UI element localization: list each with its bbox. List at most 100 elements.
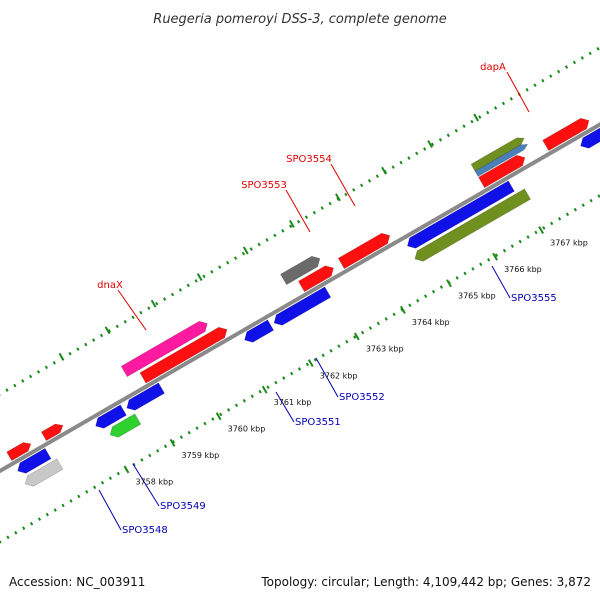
minor-tick-top xyxy=(265,238,269,242)
minor-tick-bottom xyxy=(37,517,42,521)
tick-labels: 3758 kbp 3759 kbp 3760 kbp 3761 kbp 3762 kbp… xyxy=(135,238,587,486)
gene-label[interactable]: dnaX xyxy=(97,280,123,291)
minor-tick-top xyxy=(296,219,301,224)
minor-tick-top xyxy=(123,320,127,324)
minor-tick-bottom xyxy=(53,508,57,512)
minor-tick-top xyxy=(36,370,41,374)
minor-tick-top xyxy=(501,101,506,106)
gene-arrow-reverse[interactable] xyxy=(93,404,127,431)
gene-arrow-forward[interactable] xyxy=(298,263,336,293)
minor-tick-bottom xyxy=(542,226,546,230)
major-tick-top xyxy=(288,219,295,228)
gene-arrow-spo3549[interactable] xyxy=(124,382,165,413)
gene-arrow-spo3552[interactable] xyxy=(271,286,332,328)
gene-arrow-forward[interactable] xyxy=(542,115,592,152)
major-tick-top xyxy=(150,299,157,308)
gene-label[interactable]: dapA xyxy=(480,62,506,73)
map-title: Ruegeria pomeroyi DSS-3, complete genome xyxy=(153,12,446,27)
gene-arrow-forward[interactable] xyxy=(6,440,34,462)
minor-tick-top xyxy=(186,283,190,288)
gene-arrow-reverse[interactable] xyxy=(22,458,64,489)
gene-label[interactable]: SPO3555 xyxy=(511,293,557,304)
accession-text: Accession: NC_003911 xyxy=(9,575,145,589)
minor-tick-bottom xyxy=(573,207,577,212)
gene-arrow-spo3553[interactable] xyxy=(280,253,323,286)
minor-tick-top xyxy=(289,224,293,229)
minor-tick-top xyxy=(423,147,427,151)
minor-tick-top xyxy=(107,329,112,333)
minor-tick-top xyxy=(572,60,577,65)
minor-tick-top xyxy=(588,51,592,56)
gene-label[interactable]: SPO3551 xyxy=(295,417,341,428)
minor-tick-bottom xyxy=(526,235,530,239)
minor-tick-top xyxy=(352,188,356,192)
major-tick-bottom xyxy=(123,465,130,474)
minor-tick-top xyxy=(92,338,96,342)
minor-tick-bottom xyxy=(313,358,317,362)
minor-tick-bottom xyxy=(61,503,65,508)
gene-arrow-forward[interactable] xyxy=(474,142,529,177)
gene-arrow-forward[interactable] xyxy=(139,324,230,384)
gene-arrow-forward[interactable] xyxy=(40,421,65,442)
gene-arrow-dnax[interactable] xyxy=(120,318,210,378)
minor-tick-bottom xyxy=(140,458,144,462)
minor-tick-top xyxy=(84,342,88,347)
minor-tick-top xyxy=(273,233,277,238)
minor-tick-bottom xyxy=(329,348,333,353)
minor-tick-bottom xyxy=(494,253,499,258)
minor-tick-top xyxy=(218,265,222,270)
gene-arrow-reverse[interactable] xyxy=(15,447,52,476)
minor-tick-top xyxy=(170,292,175,297)
gene-label[interactable]: SPO3548 xyxy=(122,525,168,536)
minor-tick-top xyxy=(115,324,119,329)
minor-tick-bottom xyxy=(353,335,357,339)
label-leader-lines xyxy=(98,71,530,531)
leader-line xyxy=(491,265,511,299)
minor-tick-top xyxy=(493,106,498,110)
minor-tick-bottom xyxy=(368,326,373,330)
minor-tick-top xyxy=(525,87,529,92)
minor-tick-top xyxy=(257,242,261,247)
minor-tick-bottom xyxy=(85,490,89,494)
minor-tick-top xyxy=(446,133,450,138)
gene-arrow-reverse[interactable] xyxy=(412,188,531,264)
minor-tick-bottom xyxy=(171,439,176,444)
minor-tick-top xyxy=(430,142,435,147)
minor-tick-bottom xyxy=(518,239,522,244)
major-tick-top xyxy=(104,326,111,335)
minor-tick-bottom xyxy=(321,353,325,358)
minor-tick-bottom xyxy=(45,512,49,517)
minor-tick-top xyxy=(580,56,584,60)
minor-tick-bottom xyxy=(337,344,341,349)
leader-line xyxy=(98,489,122,531)
gene-arrow-reverse[interactable] xyxy=(242,319,275,345)
gene-label[interactable]: SPO3553 xyxy=(241,180,287,191)
minor-tick-bottom xyxy=(0,540,2,544)
tick-label: 3761 kbp xyxy=(274,398,312,407)
major-tick-top xyxy=(427,140,433,149)
gene-arrow-forward[interactable] xyxy=(478,152,528,189)
topology-text: Topology: circular; Length: 4,109,442 bp… xyxy=(260,575,591,589)
tick-label: 3765 kbp xyxy=(458,291,496,300)
minor-tick-top xyxy=(76,347,80,351)
gene-arrow-forward[interactable] xyxy=(337,230,392,270)
minor-tick-top xyxy=(131,315,135,320)
gene-label[interactable]: SPO3549 xyxy=(160,501,206,512)
backbone xyxy=(0,46,600,550)
leader-line xyxy=(132,463,160,507)
minor-tick-top xyxy=(226,260,230,265)
minor-tick-bottom xyxy=(345,339,349,344)
minor-tick-top xyxy=(541,78,545,83)
gene-arrow-spo3548[interactable] xyxy=(107,413,142,440)
minor-tick-top xyxy=(155,301,159,306)
feature-arrows xyxy=(6,115,600,489)
gene-arrow-spo3555[interactable] xyxy=(404,180,515,251)
minor-tick-bottom xyxy=(408,303,412,308)
gene-label[interactable]: SPO3554 xyxy=(286,154,332,165)
gene-arrow-reverse[interactable] xyxy=(578,120,600,151)
minor-tick-top xyxy=(210,269,214,274)
gene-arrow-dapa[interactable] xyxy=(470,135,526,172)
tick-label: 3762 kbp xyxy=(320,371,358,380)
minor-tick-top xyxy=(367,178,372,183)
gene-label[interactable]: SPO3552 xyxy=(339,392,385,403)
